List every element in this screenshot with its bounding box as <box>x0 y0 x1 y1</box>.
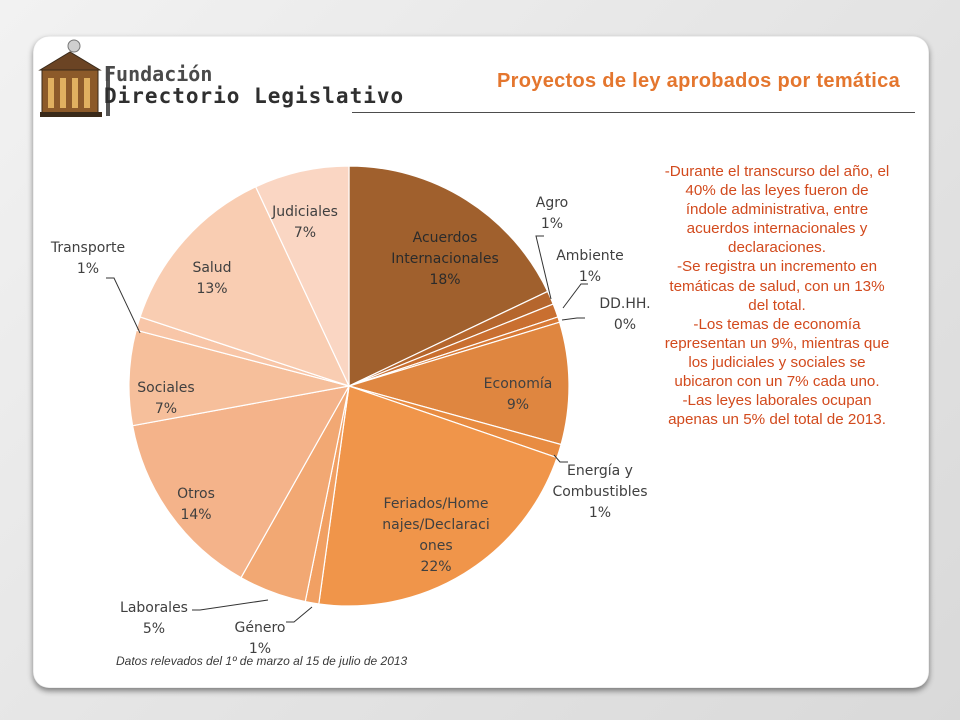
leader-line <box>561 317 585 321</box>
pie-label-agro: Agro 1% <box>536 195 568 232</box>
leader-line <box>562 283 588 309</box>
pie-slice-acuerdos-internacionales <box>348 165 549 387</box>
pie-label-judiciales: Judiciales 7% <box>271 204 338 241</box>
title-divider <box>352 112 915 113</box>
leader-line <box>192 599 269 611</box>
pie-label-energ-a-y-combustibles: Energía y Combustibles 1% <box>552 463 647 521</box>
source-footnote: Datos relevados del 1º de marzo al 15 de… <box>116 654 408 668</box>
logo-name-line-2: Directorio Legislativo <box>104 84 405 108</box>
pie-label-otros: Otros 14% <box>177 486 215 523</box>
pie-slice-judiciales <box>254 165 350 387</box>
pie-chart: Acuerdos Internacionales 18% Agro 1% Ambiente… <box>50 165 651 657</box>
pie-label-laborales: Laborales 5% <box>120 600 188 637</box>
notes-panel: -Durante el transcurso del año, el 40% d… <box>664 162 890 429</box>
pie-leader-lines <box>106 235 588 623</box>
pie-labels: Acuerdos Internacionales 18% Agro 1% Ambiente… <box>50 195 651 657</box>
note-paragraph-1: -Durante el transcurso del año, el 40% d… <box>664 163 890 257</box>
note-paragraph-3: -Los temas de economía representan un 9%… <box>664 315 890 391</box>
pie-slice-econom-a <box>346 321 570 446</box>
pie-label-transporte: Transporte 1% <box>50 240 125 277</box>
note-paragraph-4: -Las leyes laborales ocupan apenas un 5%… <box>668 392 886 429</box>
leader-line <box>535 235 552 300</box>
pie-label-econom-a: Economía 9% <box>484 376 553 413</box>
pie-slice-otros <box>131 385 351 579</box>
pie-label-feriados-homenajes-declaraciones: Feriados/Home najes/Declaraci ones 22% <box>382 496 489 575</box>
pie-slice-salud <box>139 185 351 388</box>
pie-label-ambiente: Ambiente 1% <box>556 248 624 285</box>
logo-name-line-1: Fundación <box>104 62 213 86</box>
pie-label-g-nero: Género 1% <box>235 620 286 657</box>
logo-emblem <box>38 39 110 117</box>
leader-line <box>106 277 141 334</box>
pie-label-salud: Salud 13% <box>192 260 231 297</box>
pie-slice-feriados-homenajes-declaraciones <box>318 385 558 607</box>
leader-line <box>553 454 568 463</box>
page-title: Proyectos de ley aprobados por temática <box>497 70 900 92</box>
pie-slices <box>128 165 570 607</box>
pie-label-sociales: Sociales 7% <box>137 380 194 417</box>
pie-label-acuerdos-internacionales: Acuerdos Internacionales 18% <box>391 230 498 288</box>
note-paragraph-2: -Se registra un incremento en temáticas … <box>669 258 885 314</box>
leader-line <box>286 606 313 623</box>
pie-label-dd-hh-: DD.HH. 0% <box>599 296 650 333</box>
